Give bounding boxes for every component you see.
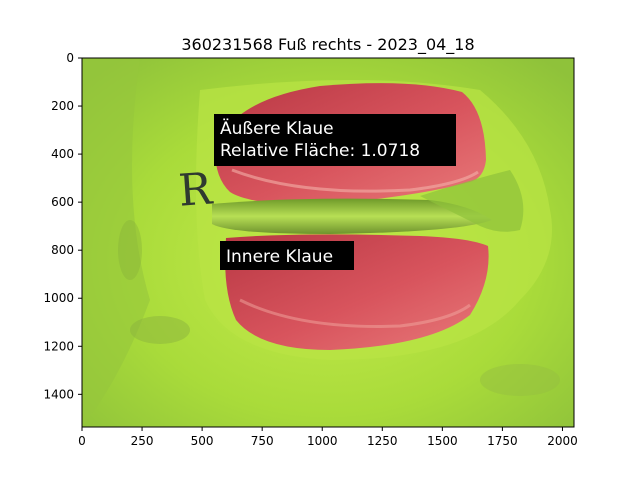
x-tick-label: 250: [131, 434, 154, 448]
outer-claw-label-box: [214, 114, 456, 166]
y-tick-label: 1200: [43, 339, 74, 353]
y-tick-label: 1000: [43, 291, 74, 305]
x-axis: 0 250 500 750 1000 1250 1500 1750 2000: [78, 427, 578, 448]
inner-claw-annotation: Innere Klaue: [220, 241, 354, 270]
y-axis: 0 200 400 600 800 1000 1200 1400: [43, 51, 82, 401]
figure-title: 360231568 Fuß rechts - 2023_04_18: [181, 35, 474, 55]
inner-claw-label: Innere Klaue: [226, 247, 333, 267]
y-tick-label: 0: [66, 51, 74, 65]
y-tick-label: 800: [51, 243, 74, 257]
outer-claw-relative-area: Relative Fläche: 1.0718: [220, 141, 420, 161]
outer-claw-label: Äußere Klaue: [220, 118, 334, 139]
outer-claw-annotation: Äußere Klaue Relative Fläche: 1.0718: [214, 114, 456, 166]
y-tick-label: 400: [51, 147, 74, 161]
y-tick-label: 200: [51, 99, 74, 113]
plot-frame: [81, 57, 575, 428]
x-tick-label: 1000: [307, 434, 338, 448]
x-tick-label: 750: [251, 434, 274, 448]
marker-letter-r: R: [177, 163, 215, 216]
x-tick-label: 500: [191, 434, 214, 448]
y-tick-label: 600: [51, 195, 74, 209]
y-tick-label: 1400: [43, 387, 74, 401]
x-tick-label: 1750: [487, 434, 518, 448]
interdigital-band: [212, 198, 492, 234]
x-tick-label: 2000: [547, 434, 578, 448]
x-tick-label: 0: [78, 434, 86, 448]
x-tick-label: 1500: [427, 434, 458, 448]
x-tick-label: 1250: [367, 434, 398, 448]
inner-claw-label-box: [220, 241, 354, 270]
